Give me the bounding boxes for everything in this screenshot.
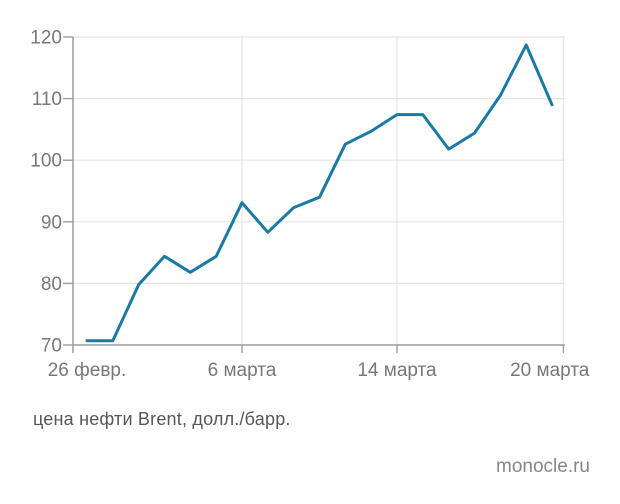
axis-labels: 70 80 90 100 110 120 26 февр. 6 марта 14 марта 20… <box>30 28 589 382</box>
x-tick-label: 20 марта <box>510 360 590 381</box>
x-tick-label: 6 марта <box>208 360 277 381</box>
y-tick-label: 90 <box>41 212 62 233</box>
gridlines <box>73 36 565 345</box>
price-series <box>85 43 554 343</box>
y-tick-label: 120 <box>30 28 62 49</box>
y-tick-label: 110 <box>32 89 62 110</box>
chart-caption: цена нефти Brent, долл./барр. <box>33 409 291 429</box>
price-line <box>85 43 554 343</box>
x-tick-label: 14 марта <box>357 360 437 381</box>
y-tick-label: 100 <box>30 151 62 172</box>
source-credit: monocle.ru <box>496 456 590 477</box>
axes <box>63 36 565 353</box>
y-tick-label: 70 <box>41 336 62 357</box>
y-tick-label: 80 <box>41 274 62 295</box>
x-tick-label: 26 февр. <box>48 360 127 381</box>
